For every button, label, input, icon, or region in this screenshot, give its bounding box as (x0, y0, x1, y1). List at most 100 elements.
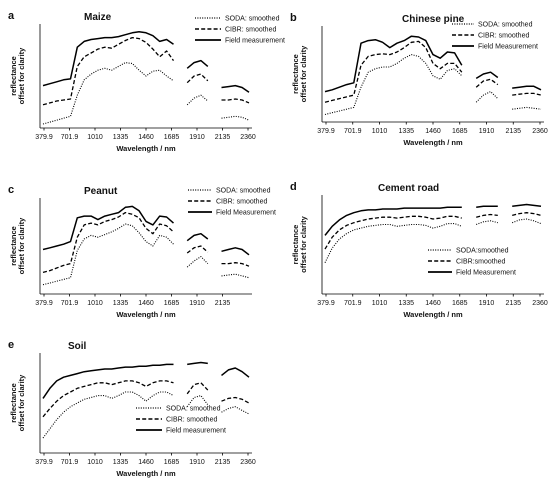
pb-xtick-6: 1910 (479, 128, 495, 135)
pc-panel-letter: c (8, 184, 14, 196)
pa-title: Maize (84, 12, 112, 23)
pe-xtick-2: 1010 (87, 459, 103, 466)
pe-xtick-0: 379.9 (35, 459, 53, 466)
pe-panel-letter: e (8, 339, 14, 351)
pb-xtick-1: 701.9 (344, 128, 362, 135)
pa-xtick-8: 2360 (240, 134, 256, 141)
pb-xtick-3: 1335 (398, 128, 414, 135)
pa-legend-label-dashed: CIBR: smoothed (225, 27, 276, 34)
pa-xtick-5: 1685 (164, 134, 180, 141)
pe-legend-label-dashed: CIBR: smoothed (166, 417, 217, 424)
pc-xtick-3: 1335 (113, 300, 129, 307)
pa-xtick-6: 1910 (189, 134, 205, 141)
pe-series-solid (42, 361, 250, 399)
pc-ylabel-0: reflectance (9, 226, 18, 266)
pc-legend-label-solid: Field Measurement (216, 210, 276, 217)
pc-series-dashed (42, 211, 250, 274)
pa-legend-label-solid: Field measurement (225, 38, 285, 45)
pe-title: Soil (68, 341, 87, 352)
pb-series-dotted (324, 54, 542, 116)
pd-series-dashed (324, 212, 542, 250)
pc-xlabel: Wavelength / nm (116, 310, 176, 319)
pd-ylabel-1: offset for clarity (299, 215, 308, 273)
pb-series-solid (324, 35, 542, 93)
pc-legend-label-dashed: CIBR: smoothed (216, 199, 267, 206)
pa-xtick-3: 1335 (113, 134, 129, 141)
pd-xtick-4: 1460 (425, 300, 441, 307)
pd-xlabel: Wavelength / nm (403, 310, 463, 319)
pd-xtick-0: 379.9 (317, 300, 335, 307)
pd-legend-label-dotted: SODA:smoothed (456, 248, 509, 255)
pd-ylabel-0: reflectance (291, 225, 300, 265)
pd-xtick-6: 1910 (479, 300, 495, 307)
pb-xtick-8: 2360 (532, 128, 548, 135)
pb-ylabel-0: reflectance (291, 54, 300, 94)
pd-series-dotted (324, 218, 542, 263)
pa-series-dotted (42, 62, 250, 125)
pa-xtick-1: 701.9 (61, 134, 79, 141)
pb-legend-label-dashed: CIBR: smoothed (478, 33, 529, 40)
pc-xtick-6: 1910 (189, 300, 205, 307)
pb-xtick-5: 1685 (452, 128, 468, 135)
pd-title: Cement road (378, 183, 439, 194)
pb-ylabel-1: offset for clarity (299, 45, 308, 103)
pb-xtick-7: 2135 (505, 128, 521, 135)
pe-xtick-4: 1460 (138, 459, 154, 466)
pc-xtick-7: 2135 (215, 300, 231, 307)
pa-series-solid (42, 31, 250, 93)
pa-ylabel-1: offset for clarity (17, 47, 26, 105)
pb-xtick-2: 1010 (372, 128, 388, 135)
pe-ylabel-0: reflectance (9, 383, 18, 423)
pc-xtick-1: 701.9 (61, 300, 79, 307)
pa-ylabel-0: reflectance (9, 56, 18, 96)
pd-xtick-1: 701.9 (344, 300, 362, 307)
pa-xtick-4: 1460 (138, 134, 154, 141)
pe-xlabel: Wavelength / nm (116, 469, 176, 478)
pa-xtick-2: 1010 (87, 134, 103, 141)
pb-legend-label-solid: Field Measurement (478, 44, 538, 51)
pe-xtick-1: 701.9 (61, 459, 79, 466)
pe-legend-label-solid: Field measurement (166, 428, 226, 435)
pb-xtick-0: 379.9 (317, 128, 335, 135)
pc-title: Peanut (84, 186, 118, 197)
pb-xtick-4: 1460 (425, 128, 441, 135)
pc-xtick-4: 1460 (138, 300, 154, 307)
pe-xtick-7: 2135 (215, 459, 231, 466)
pa-series-dashed (42, 36, 250, 106)
pe-xtick-6: 1910 (189, 459, 205, 466)
pd-xtick-3: 1335 (398, 300, 414, 307)
pd-series-solid (324, 203, 542, 236)
pd-panel-letter: d (290, 181, 297, 193)
pd-xtick-2: 1010 (372, 300, 388, 307)
pe-xtick-8: 2360 (240, 459, 256, 466)
pc-series-solid (42, 205, 250, 256)
pc-xtick-5: 1685 (164, 300, 180, 307)
pc-xtick-0: 379.9 (35, 300, 53, 307)
pd-xtick-8: 2360 (532, 300, 548, 307)
pb-xlabel: Wavelength / nm (403, 138, 463, 147)
pd-xtick-5: 1685 (452, 300, 468, 307)
pe-series-dotted (42, 391, 250, 439)
pe-legend-label-dotted: SODA: smoothed (166, 406, 221, 413)
pa-xtick-0: 379.9 (35, 134, 53, 141)
pc-series-dotted (42, 223, 250, 286)
pb-title: Chinese pine (402, 14, 465, 25)
pd-legend-label-solid: Field Measurement (456, 270, 516, 277)
pa-legend-label-dotted: SODA: smoothed (225, 16, 280, 23)
pa-panel-letter: a (8, 10, 15, 22)
pc-legend-label-dotted: SODA: smoothed (216, 188, 271, 195)
pa-xtick-7: 2135 (215, 134, 231, 141)
pe-series-dashed (42, 380, 250, 418)
pb-panel-letter: b (290, 12, 297, 24)
pc-ylabel-1: offset for clarity (17, 217, 26, 275)
pb-series-dashed (324, 40, 542, 103)
pe-xtick-3: 1335 (113, 459, 129, 466)
pe-ylabel-1: offset for clarity (17, 374, 26, 432)
pd-xtick-7: 2135 (505, 300, 521, 307)
pb-legend-label-dotted: SODA: smoothed (478, 22, 533, 29)
pd-legend-label-dashed: CIBR:smoothed (456, 259, 506, 266)
pc-xtick-2: 1010 (87, 300, 103, 307)
pa-xlabel: Wavelength / nm (116, 144, 176, 153)
pe-xtick-5: 1685 (164, 459, 180, 466)
